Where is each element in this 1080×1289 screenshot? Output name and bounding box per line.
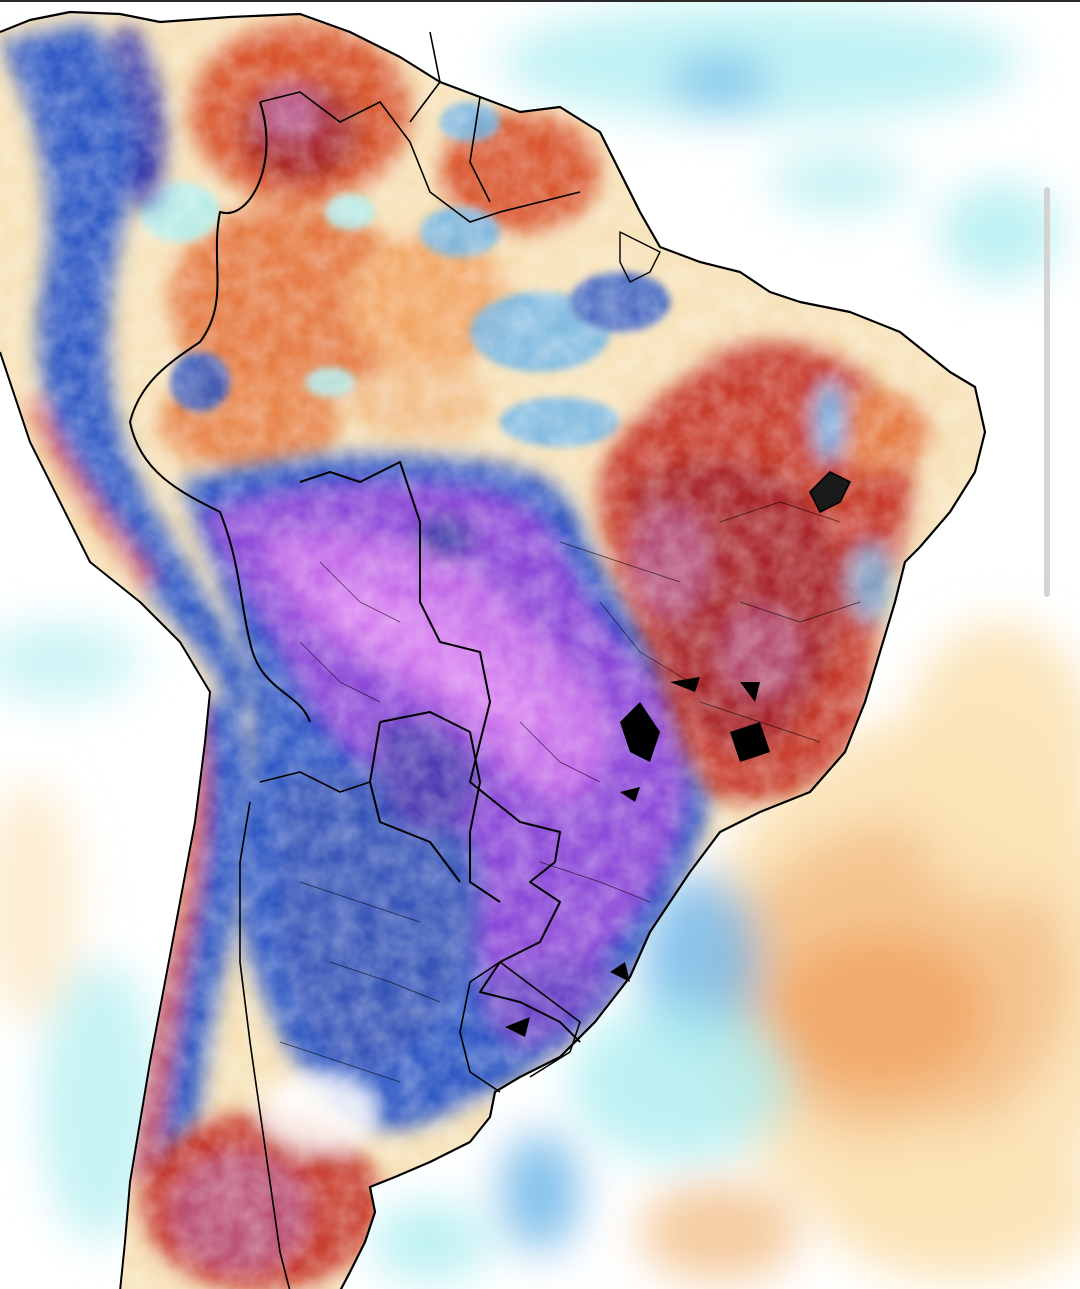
country-borders (0, 10, 987, 1289)
brazil-border (129, 101, 581, 1043)
scrollbar[interactable] (1044, 187, 1050, 597)
uruguay-border (459, 961, 581, 1093)
argentina-chile-border (239, 771, 371, 1289)
amazon-delta (619, 231, 661, 283)
state-borders (279, 501, 861, 1083)
scrollbar-thumb[interactable] (1044, 187, 1050, 597)
lake-titicaca (809, 471, 851, 513)
northern-borders (259, 31, 581, 223)
continent-coastline (0, 10, 987, 1289)
western-coastline (0, 351, 211, 1289)
highland-specks (505, 677, 770, 1037)
bolivia-paraguay-border (369, 711, 501, 903)
